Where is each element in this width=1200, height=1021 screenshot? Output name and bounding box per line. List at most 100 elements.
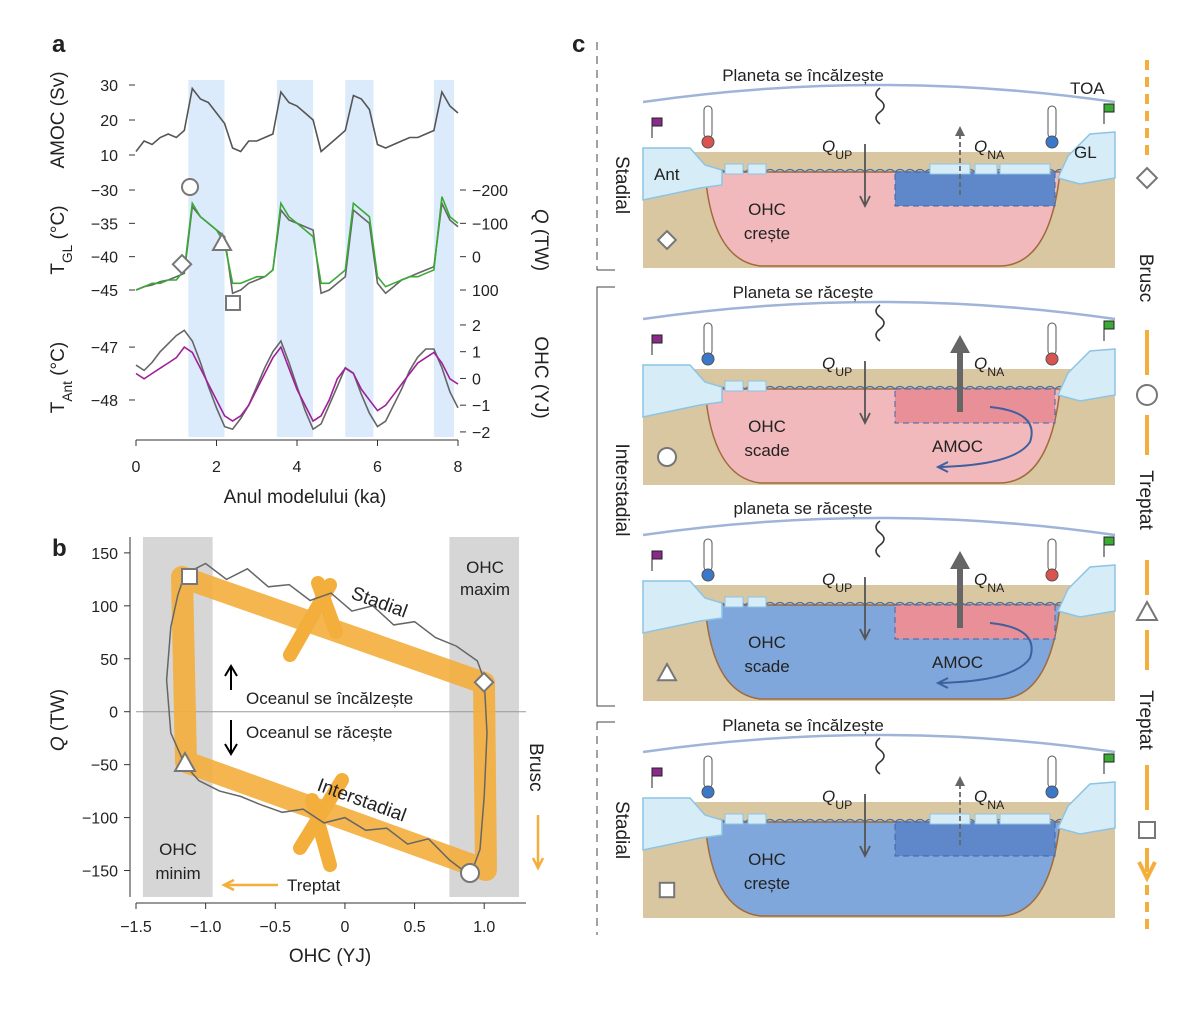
- y-axis-label-part: (°C): [48, 342, 69, 381]
- ohc-label: scade: [744, 441, 789, 460]
- state-symbol: [658, 881, 676, 899]
- flux-arrowhead: [955, 126, 965, 136]
- x-tick-label: 2: [212, 459, 221, 476]
- transition-label: Treptat: [1135, 470, 1156, 530]
- flag: [651, 334, 663, 355]
- thermometer-bulb: [1045, 135, 1059, 149]
- y2-axis-label-part: (TW): [530, 224, 551, 271]
- flux-label-part: NA: [987, 798, 1005, 812]
- sea-ice: [999, 813, 1051, 825]
- radiation-arrow: [875, 737, 885, 775]
- thermometer: [703, 538, 713, 572]
- state-symbol: [656, 229, 678, 251]
- thermometer-bulb: [1045, 352, 1059, 366]
- flag: [651, 117, 663, 138]
- amoc-arrow: [939, 622, 1033, 684]
- thermometer-bulb: [1045, 568, 1059, 582]
- row-title: Planeta se încălzește: [722, 716, 884, 735]
- transition-arrow: [1137, 848, 1157, 883]
- amoc-arrowhead: [935, 461, 949, 473]
- ice-label: Ant: [654, 165, 680, 184]
- y-axis-label-part: (°C): [48, 205, 69, 244]
- thermometer: [1047, 322, 1057, 356]
- y2-tick-label: −200: [472, 183, 508, 200]
- north-atlantic-patch: [894, 388, 1056, 424]
- ohc-label: crește: [744, 874, 790, 893]
- flux-label-part: UP: [835, 365, 852, 379]
- state-symbol: [656, 661, 678, 682]
- flag: [1103, 320, 1115, 341]
- sea-ice: [747, 596, 767, 608]
- state-symbol: [1135, 599, 1159, 621]
- phase-label: Stadial: [611, 156, 632, 214]
- transition-label: Brusc: [1135, 254, 1156, 303]
- arrow: [221, 878, 278, 892]
- flux-arrowhead: [955, 776, 965, 786]
- radiation-arrow: [875, 304, 885, 342]
- state-symbol: [1136, 384, 1158, 406]
- sea-ice: [724, 163, 744, 175]
- annotation: Brusc: [525, 743, 546, 792]
- state-symbol: [1135, 166, 1159, 190]
- north-atlantic-patch: [894, 604, 1056, 640]
- flux-label-part: UP: [835, 148, 852, 162]
- y-axis-label: TGL (°C): [48, 205, 75, 274]
- ohc-label: OHC: [748, 417, 786, 436]
- y-axis-label-part: Ant: [60, 381, 75, 402]
- x-axis-label: OHC (YJ): [289, 946, 371, 967]
- series-line: [135, 345, 459, 423]
- flux-label-part: UP: [835, 581, 852, 595]
- x-axis-label: Anul modelului (ka): [224, 487, 387, 508]
- y-tick-label: 0: [109, 705, 118, 722]
- state-symbol: [181, 568, 198, 585]
- y2-tick-label: 2: [472, 318, 481, 335]
- flux-label: QUP: [822, 570, 852, 595]
- x-tick-label: 0: [132, 459, 141, 476]
- arrow: [224, 720, 238, 756]
- thermometer-bulb: [701, 568, 715, 582]
- flux-label: QUP: [822, 354, 852, 379]
- y-tick-label: 50: [100, 652, 118, 669]
- radiation-arrow: [875, 87, 885, 125]
- phase-label: Interstadial: [611, 444, 632, 537]
- flux-arrowhead: [950, 335, 970, 353]
- square-symbol: [225, 295, 241, 311]
- cycle-arrow: [293, 773, 349, 872]
- y2-tick-label: 0: [472, 371, 481, 388]
- amoc-arrowhead: [935, 677, 949, 689]
- annotation: maxim: [460, 580, 510, 599]
- flag: [651, 550, 663, 571]
- y-tick-label: 30: [100, 78, 118, 95]
- x-tick-label: 1.0: [473, 919, 495, 936]
- flux-label-part: NA: [987, 148, 1005, 162]
- state-symbol: [460, 863, 480, 883]
- flux-arrow: [859, 794, 871, 859]
- thermometer: [703, 322, 713, 356]
- ice-label: GL: [1074, 143, 1097, 162]
- sea-ice: [724, 596, 744, 608]
- flux-label-part: NA: [987, 581, 1005, 595]
- sea-ice: [747, 163, 767, 175]
- annotation: OHC: [159, 840, 197, 859]
- thermometer-bulb: [701, 785, 715, 799]
- row-title: Planeta se răcește: [733, 283, 874, 302]
- y-axis-label: TAnt (°C): [48, 342, 75, 413]
- x-tick-label: 0: [340, 919, 349, 936]
- flux-label-part: Q: [822, 787, 835, 806]
- flux-label: QNA: [974, 354, 1005, 379]
- row-title: Planeta se încălzește: [722, 66, 884, 85]
- sea-ice: [999, 163, 1051, 175]
- ant-ice: [642, 147, 723, 201]
- north-atlantic-patch: [894, 171, 1056, 207]
- flux-label-part: Q: [974, 354, 987, 373]
- north-atlantic-patch: [894, 821, 1056, 857]
- y2-axis-label: OHC (YJ): [530, 336, 551, 418]
- x-tick-label: −1.0: [190, 919, 222, 936]
- flux-label: QNA: [974, 570, 1005, 595]
- series-line: [135, 86, 459, 153]
- arrow: [224, 664, 238, 690]
- panel-letter: b: [52, 535, 67, 562]
- y-tick-label: −50: [91, 758, 118, 775]
- series-line: [135, 329, 459, 431]
- flux-arrow: [859, 361, 871, 426]
